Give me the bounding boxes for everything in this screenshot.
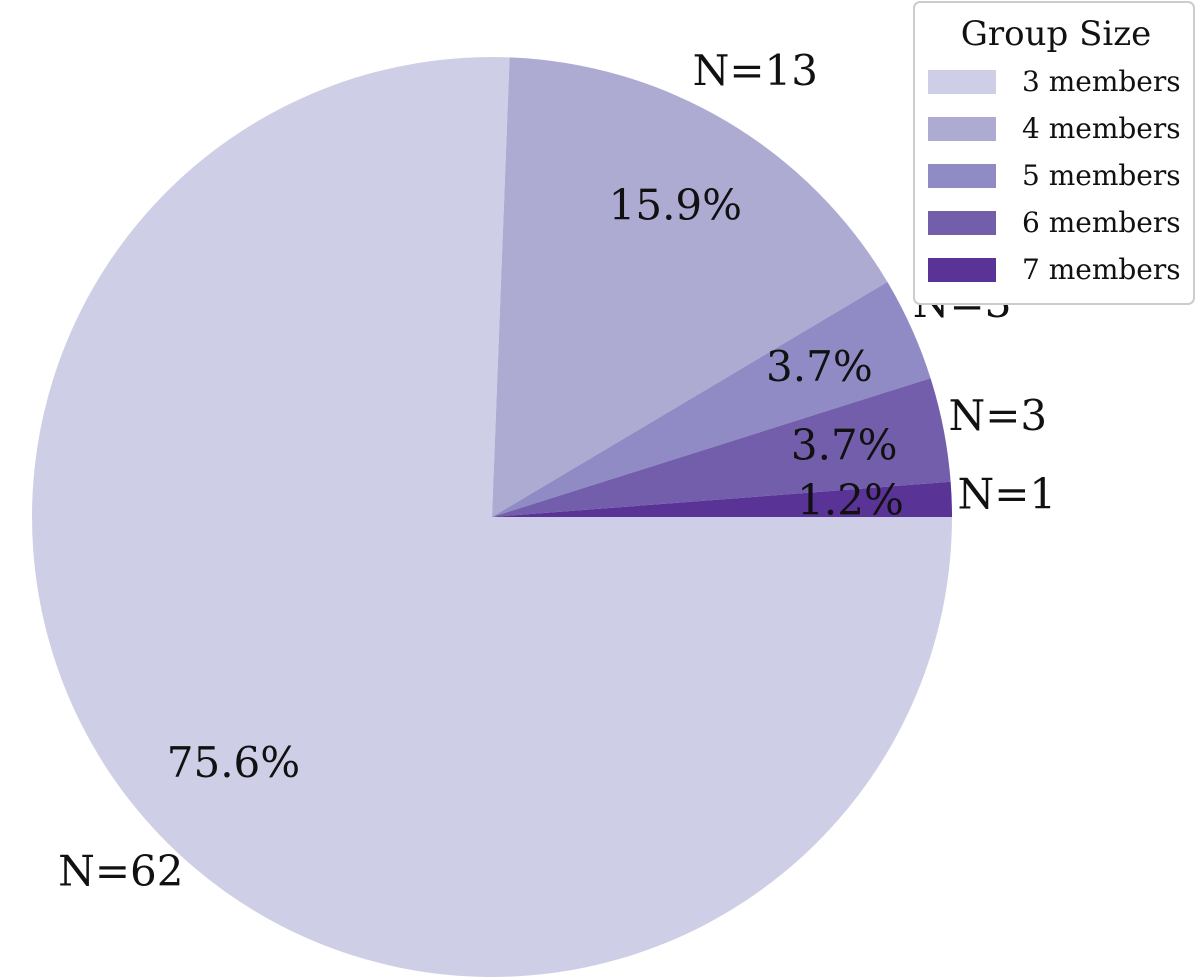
pie-slice-5-members bbox=[492, 281, 931, 517]
pie-slice-3-members bbox=[31, 56, 953, 977]
legend-swatch bbox=[928, 70, 996, 94]
percent-label: 1.2% bbox=[797, 475, 904, 524]
count-label: N=13 bbox=[693, 46, 818, 95]
legend-swatch bbox=[928, 258, 996, 282]
pie-slice-4-members bbox=[492, 57, 888, 517]
percent-label: 75.6% bbox=[167, 738, 300, 787]
legend-label: 5 members bbox=[1022, 159, 1181, 192]
percent-label: 15.9% bbox=[609, 181, 742, 230]
legend: Group Size 3 members 4 members 5 members 6 … bbox=[913, 1, 1195, 305]
legend-label: 3 members bbox=[1022, 65, 1181, 98]
legend-label: 7 members bbox=[1022, 253, 1181, 286]
pie-slice-7-members bbox=[492, 481, 952, 517]
count-label: N=62 bbox=[58, 846, 183, 895]
legend-swatch bbox=[928, 164, 996, 188]
legend-swatch bbox=[928, 117, 996, 141]
legend-title: Group Size bbox=[961, 14, 1152, 54]
legend-label: 6 members bbox=[1022, 206, 1181, 239]
count-label: N=1 bbox=[957, 469, 1056, 518]
pie-slices bbox=[31, 56, 953, 977]
legend-label: 4 members bbox=[1022, 112, 1181, 145]
percent-label: 3.7% bbox=[766, 342, 873, 391]
count-label: N=3 bbox=[948, 391, 1047, 440]
pie-slice-6-members bbox=[492, 378, 951, 517]
percent-label: 3.7% bbox=[791, 421, 898, 470]
legend-swatch bbox=[928, 211, 996, 235]
legend-items: 3 members 4 members 5 members 6 members 7 me… bbox=[928, 65, 1181, 286]
percent-labels: 75.6% 15.9% 3.7% 3.7% 1.2% bbox=[167, 181, 904, 787]
